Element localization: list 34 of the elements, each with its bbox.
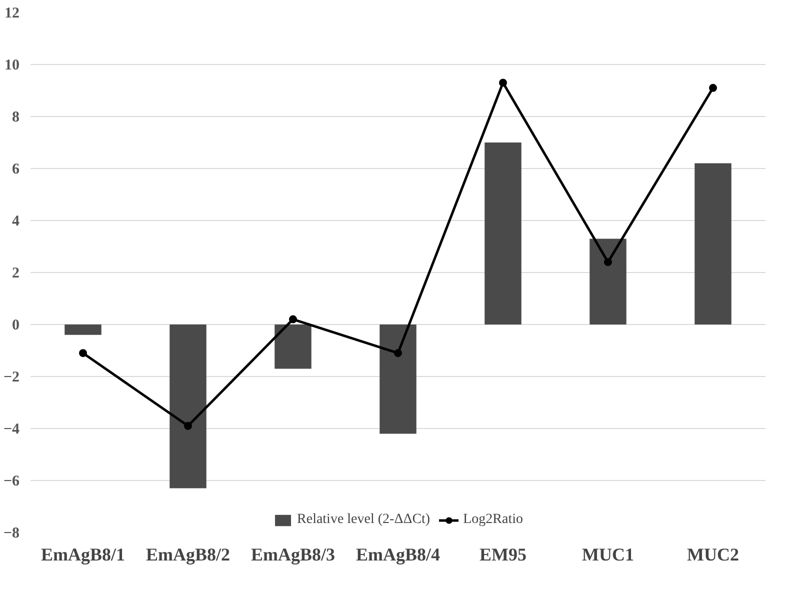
bar <box>64 324 102 335</box>
y-tick-label: 2 <box>12 266 20 282</box>
y-tick-label: −2 <box>3 370 20 386</box>
x-tick-label: MUC1 <box>582 544 634 564</box>
y-tick-label: 4 <box>12 214 20 230</box>
bar <box>274 324 312 369</box>
point <box>289 315 297 324</box>
x-tick-label: EmAgB8/2 <box>146 544 230 564</box>
bar <box>380 324 416 434</box>
point <box>184 422 192 430</box>
point <box>79 349 87 358</box>
x-tick-label: EM95 <box>480 544 526 564</box>
bar <box>170 324 206 488</box>
x-tick-label: EmAgB8/3 <box>250 544 336 564</box>
y-tick-label: 0 <box>12 318 20 334</box>
point <box>394 349 402 358</box>
bar <box>590 238 626 324</box>
bar <box>694 163 732 324</box>
bar <box>484 142 522 324</box>
y-tick-label: 8 <box>12 110 20 126</box>
y-tick-label: −8 <box>3 526 20 542</box>
x-tick-label: EmAgB8/1 <box>40 544 126 564</box>
point <box>709 84 717 92</box>
y-tick-label: −6 <box>3 474 20 490</box>
y-tick-label: −4 <box>3 422 20 438</box>
legend-label: Relative level (2-ΔΔCt) <box>297 512 430 528</box>
x-tick-label: MUC2 <box>687 544 740 564</box>
point <box>499 78 507 87</box>
y-tick-label: 6 <box>12 162 20 178</box>
point <box>604 258 612 266</box>
y-tick-label: 12 <box>4 6 20 22</box>
y-tick-label: 10 <box>4 58 20 74</box>
legend-label: Log2Ratio <box>463 512 523 528</box>
x-tick-label: EmAgB8/4 <box>356 544 440 564</box>
